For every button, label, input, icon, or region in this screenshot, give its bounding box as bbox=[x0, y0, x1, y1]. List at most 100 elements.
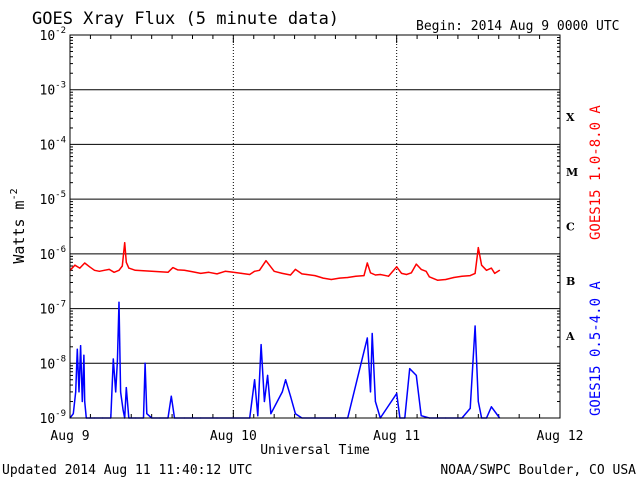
y-tick-exponent: -4 bbox=[55, 135, 66, 145]
y-tick-label: 10-4 bbox=[40, 135, 67, 153]
legend-series-1: GOES15 0.5-4.0 A bbox=[588, 281, 604, 416]
series-point-0 bbox=[118, 269, 120, 271]
series-point-1 bbox=[125, 386, 127, 389]
series-point-1 bbox=[72, 413, 74, 415]
series-point-1 bbox=[81, 400, 83, 403]
series-point-0 bbox=[490, 267, 492, 269]
y-tick-label: 10-9 bbox=[40, 409, 67, 427]
series-point-0 bbox=[322, 277, 324, 279]
series-point-0 bbox=[347, 276, 349, 279]
series-point-0 bbox=[151, 270, 153, 272]
series-lines bbox=[69, 241, 501, 419]
series-point-1 bbox=[285, 379, 287, 381]
flare-class-label: X bbox=[566, 111, 575, 124]
series-point-0 bbox=[103, 269, 105, 271]
y-tick-label: 10-3 bbox=[40, 81, 67, 99]
series-point-0 bbox=[410, 272, 412, 274]
series-point-1 bbox=[120, 391, 122, 393]
series-point-0 bbox=[415, 263, 417, 265]
series-point-0 bbox=[498, 269, 501, 271]
series-point-1 bbox=[122, 409, 124, 411]
series-point-0 bbox=[159, 271, 161, 273]
series-point-0 bbox=[265, 260, 267, 262]
series-point-1 bbox=[469, 407, 471, 409]
series-point-1 bbox=[281, 391, 283, 393]
y-tick-exponent: -6 bbox=[55, 245, 66, 255]
series-point-1 bbox=[170, 395, 172, 397]
y-tick-exponent: -9 bbox=[55, 409, 66, 419]
y-axis-label-text: Watts m bbox=[10, 200, 28, 263]
y-tick-exponent: -2 bbox=[55, 26, 66, 36]
series-point-0 bbox=[183, 269, 185, 271]
series-point-0 bbox=[396, 266, 398, 268]
series-point-0 bbox=[134, 269, 136, 271]
y-tick-label: 10-6 bbox=[40, 245, 67, 263]
y-axis-ticks: 10-210-310-410-510-610-710-810-9 bbox=[40, 26, 560, 427]
series-point-1 bbox=[115, 391, 117, 393]
flare-class-labels: X M C B A bbox=[565, 111, 578, 343]
series-point-0 bbox=[208, 271, 210, 273]
series-point-1 bbox=[75, 391, 77, 393]
plot-frame bbox=[69, 34, 561, 419]
series-point-1 bbox=[263, 400, 265, 403]
series-point-0 bbox=[420, 268, 422, 270]
y-tick-base: 10 bbox=[40, 193, 56, 208]
series-point-0 bbox=[125, 261, 127, 263]
y-axis-label-superscript: -2 bbox=[9, 188, 20, 200]
series-point-0 bbox=[258, 269, 261, 271]
series-point-0 bbox=[428, 276, 430, 278]
series-point-1 bbox=[474, 325, 476, 327]
series-point-0 bbox=[89, 266, 91, 268]
series-point-0 bbox=[249, 273, 251, 276]
y-tick-exponent: -8 bbox=[55, 354, 66, 364]
series-point-1 bbox=[374, 400, 377, 403]
series-point-0 bbox=[84, 262, 86, 264]
series-point-1 bbox=[409, 367, 411, 370]
series-point-1 bbox=[420, 415, 422, 417]
series-point-0 bbox=[121, 265, 123, 267]
series-point-0 bbox=[113, 271, 115, 273]
series-line-0 bbox=[69, 241, 501, 281]
legend-series-0: GOES15 1.0-8.0 A bbox=[588, 105, 604, 240]
series-point-1 bbox=[294, 413, 296, 415]
series-line-1 bbox=[69, 301, 501, 419]
series-point-1 bbox=[78, 391, 80, 393]
series-point-0 bbox=[338, 277, 341, 279]
series-point-1 bbox=[366, 337, 368, 339]
series-point-0 bbox=[200, 272, 202, 274]
series-point-0 bbox=[374, 274, 377, 276]
series-point-0 bbox=[314, 275, 316, 277]
series-point-1 bbox=[260, 343, 262, 346]
flare-class-label: A bbox=[565, 330, 575, 343]
series-point-1 bbox=[415, 374, 417, 377]
y-tick-base: 10 bbox=[40, 138, 56, 153]
x-axis-ticks: Aug 9 Aug 10 Aug 11 Aug 12 bbox=[50, 35, 583, 444]
series-point-1 bbox=[257, 415, 259, 417]
series-point-0 bbox=[273, 270, 275, 272]
y-tick-base: 10 bbox=[40, 303, 56, 318]
series-point-0 bbox=[177, 269, 179, 271]
x-axis-label: Universal Time bbox=[260, 443, 370, 458]
series-point-1 bbox=[369, 391, 372, 393]
series-point-0 bbox=[405, 273, 408, 276]
series-point-0 bbox=[485, 269, 488, 271]
series-point-1 bbox=[477, 400, 479, 403]
series-point-0 bbox=[366, 262, 368, 264]
series-point-0 bbox=[461, 275, 463, 277]
x-tick-label: Aug 9 bbox=[50, 429, 89, 444]
series-point-0 bbox=[281, 272, 283, 274]
y-tick-label: 10-2 bbox=[40, 26, 67, 44]
series-point-0 bbox=[93, 269, 96, 271]
series-point-0 bbox=[387, 275, 390, 277]
series-point-0 bbox=[330, 278, 332, 281]
series-point-0 bbox=[98, 270, 100, 272]
series-point-0 bbox=[306, 273, 308, 276]
series-point-0 bbox=[142, 270, 145, 272]
series-point-1 bbox=[76, 348, 78, 350]
series-point-0 bbox=[445, 278, 447, 281]
series-point-0 bbox=[191, 271, 194, 273]
series-point-0 bbox=[124, 242, 126, 244]
series-point-1 bbox=[116, 360, 118, 362]
series-point-0 bbox=[453, 276, 455, 279]
flare-class-label: C bbox=[566, 221, 575, 234]
